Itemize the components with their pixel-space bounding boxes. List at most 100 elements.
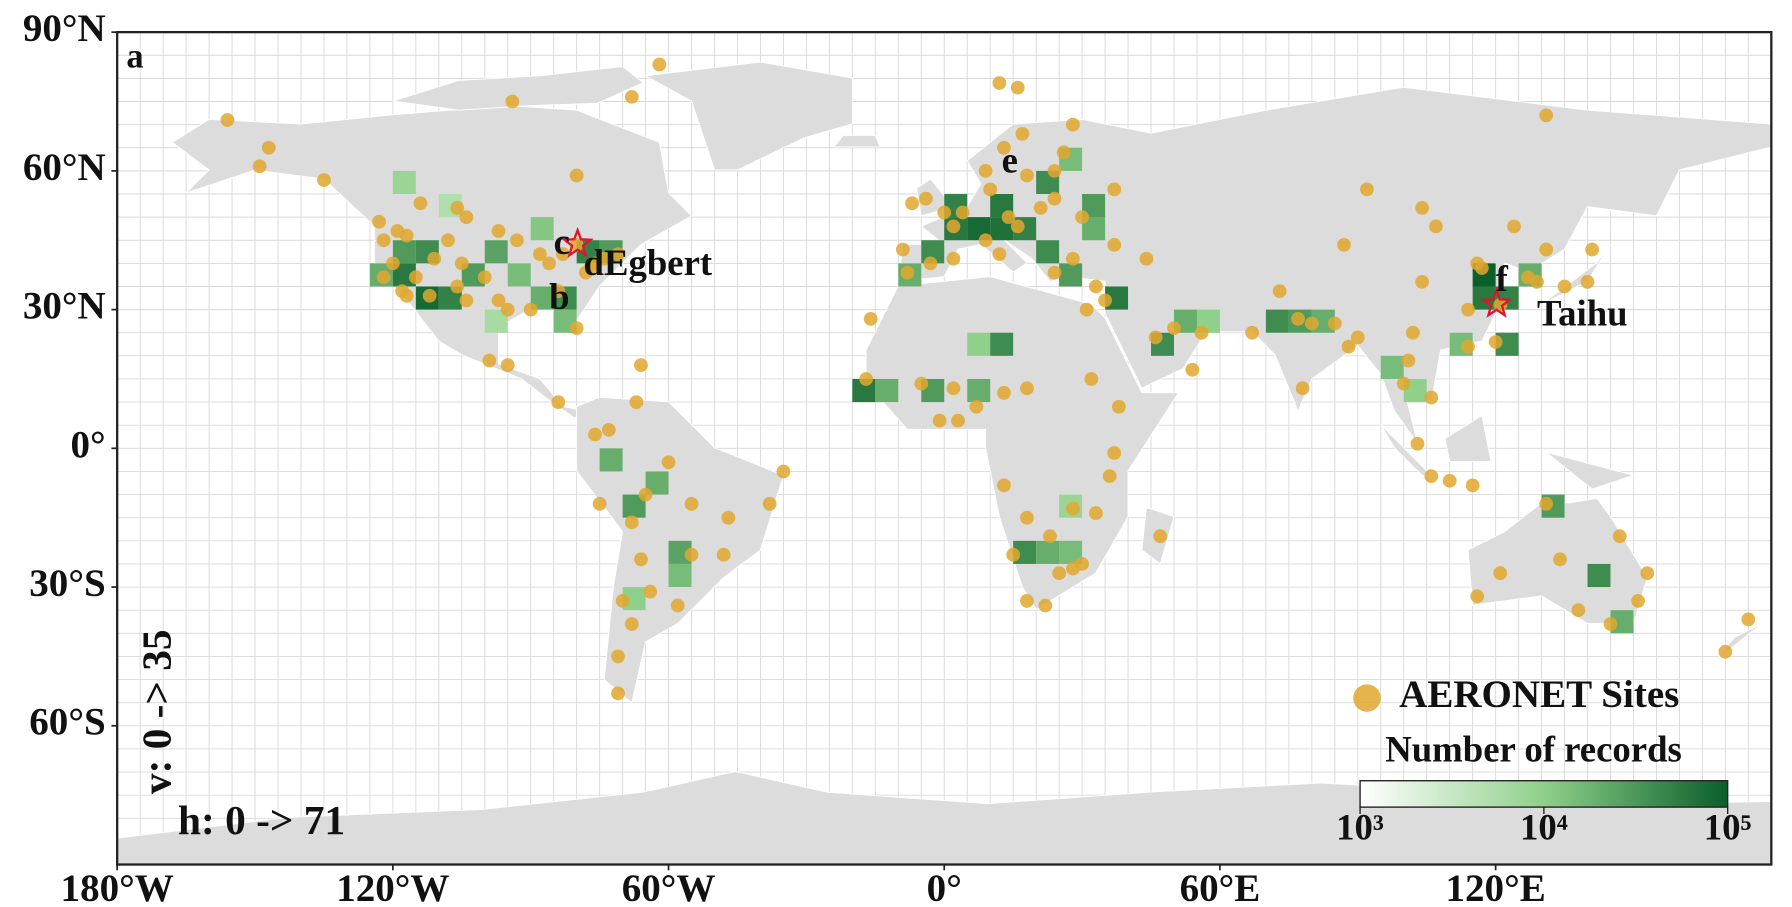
site-point (510, 233, 524, 248)
site-point (1580, 274, 1595, 289)
site-point (399, 228, 414, 243)
record-cell (1036, 540, 1060, 564)
site-point (1020, 381, 1034, 396)
site-point (624, 515, 639, 530)
site-point (1020, 594, 1034, 608)
station-star (1480, 286, 1513, 318)
record-cell (1082, 217, 1106, 241)
y-tick-label: 60°S (29, 701, 105, 744)
site-point (1185, 362, 1200, 377)
site-point (1741, 612, 1756, 627)
borneo (1444, 414, 1492, 462)
site-point (477, 270, 492, 285)
record-cell (392, 240, 416, 264)
site-point (1461, 339, 1475, 354)
colorbar (1359, 780, 1729, 808)
site-point (643, 584, 658, 599)
site-point (491, 224, 506, 238)
site-point (1107, 446, 1122, 460)
site-point (1406, 325, 1420, 340)
site-point (762, 496, 777, 511)
annotation: f (1496, 258, 1509, 299)
site-point (776, 464, 791, 479)
record-cell (875, 378, 899, 403)
record-cell (1036, 240, 1060, 264)
y-tick-label: 0° (71, 423, 106, 466)
site-point (1530, 274, 1544, 289)
x-tick-label: 0° (927, 867, 962, 907)
site-point (491, 293, 506, 308)
y-tick-label: 30°S (29, 562, 105, 605)
record-cell (1265, 309, 1289, 333)
site-point (1507, 219, 1521, 234)
site-point (1194, 325, 1209, 340)
site-point (1327, 316, 1342, 331)
site-point (482, 353, 497, 368)
site-point (992, 76, 1007, 90)
site-point (661, 455, 676, 470)
site-point (551, 395, 566, 409)
site-point (1429, 219, 1443, 234)
site-point (1111, 399, 1126, 414)
site-point (946, 381, 961, 396)
site-point (1539, 108, 1554, 123)
site-point (1415, 274, 1430, 289)
annotation: v: 0 -> 35 (133, 629, 179, 794)
site-point (317, 173, 331, 188)
annotation: b (549, 276, 569, 317)
site-point (1474, 261, 1489, 275)
site-point (997, 140, 1011, 155)
site-point (992, 247, 1007, 262)
y-tick-label: 30°N (23, 285, 106, 328)
site-point (634, 358, 648, 372)
record-cell (484, 309, 508, 333)
site-point (500, 358, 515, 372)
record-cell (967, 378, 991, 403)
colorbar-tick-label: 10³ (1336, 807, 1384, 848)
site-point (450, 200, 465, 215)
site-point (1410, 436, 1425, 451)
site-point (629, 395, 644, 409)
site-point (923, 256, 938, 271)
site-point (1010, 80, 1025, 95)
site-point (1640, 566, 1655, 581)
site-point (978, 233, 993, 248)
site-point (997, 385, 1011, 400)
site-point (896, 242, 910, 257)
site-point (1075, 210, 1089, 225)
site-point (569, 237, 584, 252)
site-point (969, 399, 984, 414)
site-point (1088, 506, 1103, 520)
sites (220, 57, 1756, 701)
site-point (1424, 469, 1439, 483)
iceland (833, 135, 881, 148)
site-point (932, 413, 947, 428)
annotation: h: 0 -> 71 (178, 797, 345, 843)
site-point (1148, 330, 1163, 345)
legend-label: AERONET Sites (1399, 673, 1679, 716)
site-point (918, 191, 933, 206)
record-cell (668, 563, 692, 588)
site-point (983, 182, 998, 197)
site-point (1107, 237, 1122, 252)
overlay: a c dEgbert b e f Taihu v: 0 -> 35h: 0 -> 71 AER… (126, 38, 1751, 848)
site-point (578, 265, 593, 280)
site-point (1153, 529, 1168, 544)
site-point (555, 247, 570, 262)
site-point (946, 219, 961, 234)
site-point (684, 496, 699, 511)
colorbar-tick-label: 10⁵ (1704, 807, 1752, 848)
site-point (1043, 529, 1057, 544)
site-point (1075, 557, 1089, 571)
site-point (1631, 594, 1645, 608)
site-point (505, 94, 520, 109)
site-point (634, 552, 648, 567)
site-point (1470, 589, 1485, 604)
record-cell (1472, 286, 1496, 310)
site-point (1102, 469, 1117, 483)
site-point (1360, 182, 1374, 197)
x-tick-label: 120°E (1446, 867, 1546, 907)
site-point (1088, 279, 1103, 294)
